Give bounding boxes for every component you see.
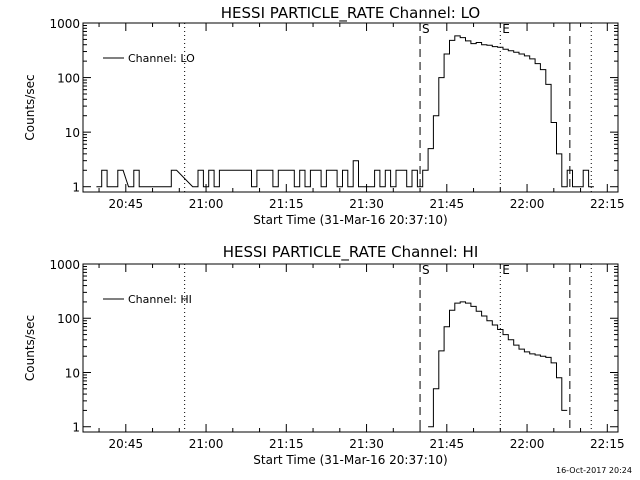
x-tick-label: 21:00 (189, 437, 224, 451)
plot-frame (82, 22, 619, 193)
x-tick-label: 21:30 (349, 197, 384, 211)
y-axis-label: Counts/sec (23, 74, 37, 140)
legend-entry: Channel: HI (128, 293, 192, 306)
chart-title: HESSI PARTICLE_RATE Channel: LO (221, 4, 480, 23)
marker-label-e: E (502, 263, 510, 277)
x-axis-label: Start Time (31-Mar-16 20:37:10) (253, 453, 447, 467)
x-tick-label: 21:15 (269, 437, 304, 451)
footer-timestamp: 16-Oct-2017 20:24 (556, 466, 632, 475)
x-tick-label: 21:15 (269, 197, 304, 211)
y-axis-label: Counts/sec (23, 315, 37, 381)
plot-frame (82, 263, 619, 433)
marker-label-s: S (422, 22, 430, 36)
y-tick-label: 1 (72, 421, 80, 435)
series-line (428, 301, 568, 428)
y-tick-label: 100 (57, 72, 80, 86)
x-tick-label: 22:00 (510, 197, 545, 211)
y-tick-label: 1000 (49, 258, 80, 272)
x-tick-label: 21:30 (349, 437, 384, 451)
x-tick-label: 21:00 (189, 197, 224, 211)
x-tick-label: 20:45 (109, 197, 144, 211)
legend-entry: Channel: LO (128, 52, 195, 65)
marker-label-s: S (422, 263, 430, 277)
x-tick-label: 21:45 (430, 437, 465, 451)
y-tick-label: 10 (65, 126, 80, 140)
x-tick-label: 22:00 (510, 437, 545, 451)
x-axis-label: Start Time (31-Mar-16 20:37:10) (253, 213, 447, 227)
y-tick-label: 100 (57, 312, 80, 326)
chart-title: HESSI PARTICLE_RATE Channel: HI (223, 243, 479, 262)
y-tick-label: 10 (65, 366, 80, 380)
x-tick-label: 22:15 (590, 197, 625, 211)
x-tick-label: 20:45 (109, 437, 144, 451)
y-tick-label: 1000 (49, 17, 80, 31)
x-tick-label: 21:45 (430, 197, 465, 211)
series-line (96, 35, 594, 188)
marker-label-e: E (502, 22, 510, 36)
x-tick-label: 22:15 (590, 437, 625, 451)
y-tick-label: 1 (72, 181, 80, 195)
